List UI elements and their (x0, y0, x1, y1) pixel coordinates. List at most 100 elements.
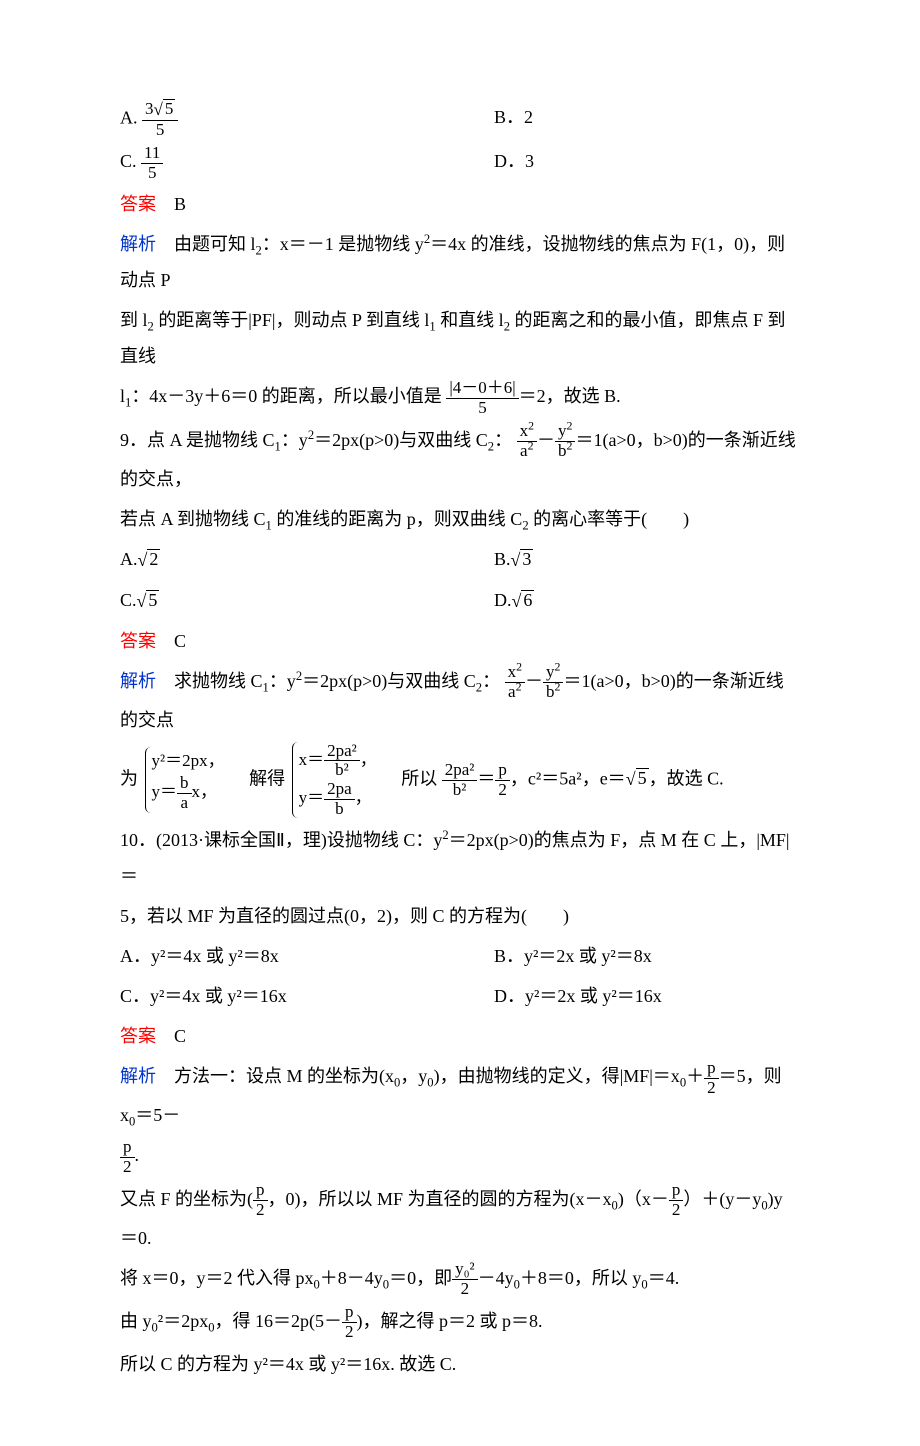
t: ＝0，即 (389, 1268, 452, 1288)
t: |4－0＋6| (446, 379, 518, 399)
t: 2 (495, 781, 510, 800)
t: ，故选 C. (649, 768, 724, 788)
q9-analysis-2: 为 y²＝2px， y＝bax， 解得 x＝2pa²b²， y＝2pab， 所以… (120, 742, 800, 819)
q8-ana-frac: |4－0＋6| 5 (446, 379, 518, 417)
t: 5 (636, 768, 649, 787)
analysis-label: 解析 (120, 671, 156, 691)
frac: y2b2 (543, 663, 563, 701)
t: 2 (452, 1280, 478, 1299)
t: ，y (400, 1066, 427, 1086)
frac: y₀²2 (452, 1260, 478, 1298)
q9-stem-2: 若点 A 到抛物线 C1 的准线的距离为 p，则双曲线 C2 的离心率等于( ) (120, 501, 800, 537)
t: 5 (446, 399, 518, 418)
q9-opt-B: B.√3 (494, 541, 800, 578)
q10-answer-value: C (174, 1026, 186, 1046)
t: a (520, 441, 528, 460)
t: 5 (163, 99, 176, 117)
t: 求抛物线 C (174, 671, 263, 691)
t: 2 (120, 1158, 135, 1177)
t: ＝4. (648, 1268, 680, 1288)
t: p (120, 1138, 135, 1158)
t: ： (482, 671, 500, 691)
t: y＝ (152, 783, 178, 802)
frac: p2 (704, 1059, 719, 1097)
t: y (558, 421, 567, 440)
t: ，0)，所以以 MF 为直径的圆的方程为(x－x (268, 1189, 612, 1209)
q9-opt-D: D.√6 (494, 582, 800, 619)
t: p (495, 761, 510, 781)
t: 2 (253, 1201, 268, 1220)
q9-opt-C: C.√5 (120, 582, 494, 619)
t: 若点 A 到抛物线 C (120, 509, 266, 529)
t: ＝2px(p>0)与双曲线 C (302, 671, 476, 691)
t: 方法一：设点 M 的坐标为(x (174, 1066, 394, 1086)
q10-opt-row-1: A．y²＝4x 或 y²＝8x B．y²＝2x 或 y²＝8x (120, 938, 800, 974)
t: ＝5－ (135, 1105, 180, 1125)
t: ＋ (686, 1066, 704, 1086)
t: 5 (142, 121, 178, 140)
q9-hyper-y: y2 b2 (555, 422, 575, 460)
t: )，由抛物线的定义，得|MF|＝x (434, 1066, 680, 1086)
t: 为 (120, 768, 138, 788)
q8-opt-row-2: C. 11 5 D．3 (120, 143, 800, 182)
t: b² (324, 761, 360, 780)
t: 2 (342, 1323, 357, 1342)
t: 3 (520, 549, 533, 568)
q8-answer: 答案B (120, 186, 800, 222)
q10-opt-D: D．y²＝2x 或 y²＝16x (494, 978, 800, 1014)
frac: ba (177, 774, 192, 812)
q8-opt-C-pre: C. (120, 151, 137, 171)
t: ，c²＝5a²，e＝ (510, 768, 626, 788)
frac: p2 (669, 1181, 684, 1219)
q9-answer-value: C (174, 631, 186, 651)
q8-opt-C-frac: 11 5 (141, 144, 163, 182)
t: p (253, 1181, 268, 1201)
t: D. (494, 590, 512, 610)
brace-2: x＝2pa²b²， y＝2pab， (292, 742, 377, 819)
t: 到 l (120, 310, 148, 330)
t: ）＋(y－y (683, 1189, 761, 1209)
q9-analysis-1: 解析求抛物线 C1：y2＝2px(p>0)与双曲线 C2： x2a2－y2b2＝… (120, 663, 800, 738)
t: y (546, 662, 555, 681)
q10-ana-5: 所以 C 的方程为 y²＝4x 或 y²＝16x. 故选 C. (120, 1346, 800, 1382)
t: ²＝2px (158, 1311, 208, 1331)
frac: p2 (120, 1138, 135, 1176)
t: －4y (478, 1268, 514, 1288)
t: 将 x＝0，y＝2 代入得 px (120, 1268, 314, 1288)
answer-label: 答案 (120, 1026, 156, 1046)
t: ， (360, 750, 377, 769)
q8-opt-A-frac: 3√5 5 (142, 99, 178, 139)
t: 的离心率等于( ) (529, 509, 690, 529)
q10-ana-4: 由 y0²＝2px0，得 16＝2p(5－p2)，解之得 p＝2 或 p＝8. (120, 1303, 800, 1342)
t: 6 (521, 590, 534, 609)
q10-ana-3: 将 x＝0，y＝2 代入得 px0＋8－4y0＝0，即y₀²2－4y0＋8＝0，… (120, 1260, 800, 1299)
t: . (135, 1145, 140, 1165)
t: ＝ (477, 768, 495, 788)
q8-analysis-3: l1：4x－3y＋6＝0 的距离，所以最小值是 |4－0＋6| 5 ＝2，故选 … (120, 378, 800, 417)
t: ＝2px(p>0)与双曲线 C (314, 430, 488, 450)
t: ：4x－3y＋6＝0 的距离，所以最小值是 (131, 386, 442, 406)
t: x， (192, 783, 218, 802)
q10-stem-2: 5，若以 MF 为直径的圆过点(0，2)，则 C 的方程为( ) (120, 898, 800, 934)
frac: p2 (495, 761, 510, 799)
t: 9．点 A 是抛物线 C (120, 430, 275, 450)
t: C. (120, 590, 137, 610)
t: y²＝2px， (152, 747, 225, 774)
q8-analysis-1: 解析由题可知 l2：x＝－1 是抛物线 y2＝4x 的准线，设抛物线的焦点为 F… (120, 226, 800, 298)
t: 由题可知 l (174, 234, 256, 254)
q9-stem-1: 9．点 A 是抛物线 C1：y2＝2px(p>0)与双曲线 C2： x2 a2 … (120, 422, 800, 497)
frac: p2 (342, 1303, 357, 1341)
t: 的距离等于|PF|，则动点 P 到直线 l (154, 310, 430, 330)
t: )（x－ (618, 1189, 669, 1209)
t: B. (494, 549, 511, 569)
q10-opt-B: B．y²＝2x 或 y²＝8x (494, 938, 800, 974)
analysis-label: 解析 (120, 234, 156, 254)
frac: p2 (253, 1181, 268, 1219)
t: 所以 (401, 768, 437, 788)
t: y＝ (299, 788, 325, 807)
t: b (324, 800, 355, 819)
t: 5 (146, 590, 159, 609)
t: ：y (281, 430, 308, 450)
q8-opt-row-1: A. 3√5 5 B．2 (120, 99, 800, 139)
answer-label: 答案 (120, 631, 156, 651)
